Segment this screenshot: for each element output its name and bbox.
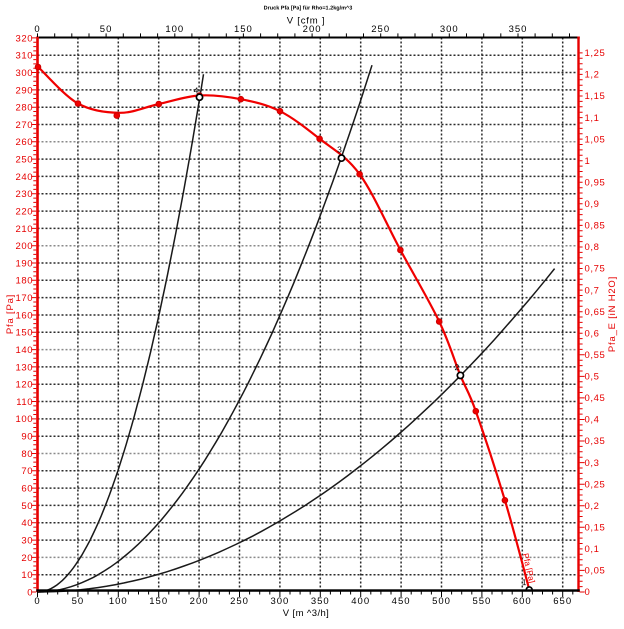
svg-text:200: 200 — [190, 596, 209, 607]
svg-text:150: 150 — [16, 328, 34, 339]
svg-text:1,15: 1,15 — [585, 91, 606, 102]
svg-text:0: 0 — [585, 587, 591, 598]
svg-text:2: 2 — [454, 362, 459, 372]
svg-text:150: 150 — [149, 596, 168, 607]
svg-text:50: 50 — [21, 501, 33, 512]
svg-text:1: 1 — [585, 156, 591, 167]
svg-text:Pfa [Pa]: Pfa [Pa] — [5, 294, 16, 334]
svg-text:210: 210 — [16, 224, 34, 235]
svg-text:90: 90 — [21, 432, 33, 443]
svg-text:160: 160 — [16, 310, 34, 321]
svg-text:0,45: 0,45 — [585, 393, 606, 404]
svg-text:150: 150 — [234, 24, 253, 35]
svg-text:20: 20 — [21, 553, 33, 564]
svg-text:350: 350 — [509, 24, 528, 35]
svg-text:230: 230 — [16, 189, 34, 200]
svg-text:0: 0 — [27, 587, 33, 598]
svg-text:550: 550 — [472, 596, 491, 607]
svg-text:1,25: 1,25 — [585, 48, 606, 59]
svg-text:0,3: 0,3 — [585, 458, 600, 469]
svg-text:260: 260 — [16, 137, 34, 148]
svg-text:V [m ^3/h]: V [m ^3/h] — [283, 608, 329, 619]
svg-text:40: 40 — [21, 518, 33, 529]
svg-text:300: 300 — [16, 68, 34, 79]
svg-text:V [cfm ]: V [cfm ] — [287, 16, 326, 27]
svg-text:Pfa_E [iN H2O]: Pfa_E [iN H2O] — [607, 276, 618, 352]
svg-text:140: 140 — [16, 345, 34, 356]
svg-text:50: 50 — [72, 596, 85, 607]
svg-text:310: 310 — [16, 51, 34, 62]
svg-text:100: 100 — [16, 414, 34, 425]
svg-text:0,2: 0,2 — [585, 501, 600, 512]
svg-text:1,1: 1,1 — [585, 113, 600, 124]
svg-text:4: 4 — [194, 85, 199, 95]
svg-text:0,8: 0,8 — [585, 242, 600, 253]
svg-text:70: 70 — [21, 466, 33, 477]
svg-text:0,1: 0,1 — [585, 544, 600, 555]
svg-text:1: 1 — [522, 577, 527, 587]
svg-text:450: 450 — [392, 596, 411, 607]
svg-text:120: 120 — [16, 380, 34, 391]
svg-text:250: 250 — [230, 596, 249, 607]
svg-text:500: 500 — [432, 596, 451, 607]
svg-text:Druck Pfa [Pa] für Rho=1.2kg/m: Druck Pfa [Pa] für Rho=1.2kg/m^3 — [264, 5, 353, 11]
svg-text:0,9: 0,9 — [585, 199, 600, 210]
svg-text:200: 200 — [303, 24, 322, 35]
svg-text:300: 300 — [270, 596, 289, 607]
svg-text:0,05: 0,05 — [585, 566, 606, 577]
svg-text:0,7: 0,7 — [585, 285, 600, 296]
svg-text:650: 650 — [553, 596, 572, 607]
svg-text:400: 400 — [351, 596, 370, 607]
svg-text:0,55: 0,55 — [585, 350, 606, 361]
svg-text:600: 600 — [513, 596, 532, 607]
svg-text:0,6: 0,6 — [585, 328, 600, 339]
svg-text:100: 100 — [165, 24, 184, 35]
svg-text:170: 170 — [16, 293, 34, 304]
svg-text:0,15: 0,15 — [585, 523, 606, 534]
svg-text:80: 80 — [21, 449, 33, 460]
svg-text:0,35: 0,35 — [585, 436, 606, 447]
svg-text:110: 110 — [16, 397, 33, 408]
svg-text:3: 3 — [337, 144, 342, 154]
svg-text:0,85: 0,85 — [585, 221, 606, 232]
svg-text:280: 280 — [16, 103, 34, 114]
svg-text:290: 290 — [16, 85, 34, 96]
svg-text:0,75: 0,75 — [585, 264, 606, 275]
svg-text:0,65: 0,65 — [585, 307, 606, 318]
svg-text:1,05: 1,05 — [585, 134, 606, 145]
svg-text:250: 250 — [371, 24, 390, 35]
svg-text:0,4: 0,4 — [585, 415, 600, 426]
svg-text:0,5: 0,5 — [585, 372, 600, 383]
svg-text:200: 200 — [16, 241, 34, 252]
svg-text:180: 180 — [16, 276, 34, 287]
svg-text:0: 0 — [34, 24, 40, 35]
svg-text:300: 300 — [440, 24, 459, 35]
svg-text:100: 100 — [109, 596, 128, 607]
svg-text:50: 50 — [100, 24, 113, 35]
svg-text:10: 10 — [21, 570, 33, 581]
svg-text:240: 240 — [16, 172, 34, 183]
svg-text:0,25: 0,25 — [585, 479, 606, 490]
svg-text:270: 270 — [16, 120, 34, 131]
svg-text:1,2: 1,2 — [585, 70, 600, 81]
svg-text:30: 30 — [21, 536, 33, 547]
svg-text:0: 0 — [34, 596, 40, 607]
svg-text:220: 220 — [16, 207, 34, 218]
svg-text:60: 60 — [21, 484, 33, 495]
svg-text:190: 190 — [16, 258, 34, 269]
svg-text:0,95: 0,95 — [585, 178, 606, 189]
svg-text:250: 250 — [16, 155, 34, 166]
svg-text:350: 350 — [311, 596, 330, 607]
svg-text:130: 130 — [16, 362, 34, 373]
svg-text:320: 320 — [16, 33, 34, 44]
